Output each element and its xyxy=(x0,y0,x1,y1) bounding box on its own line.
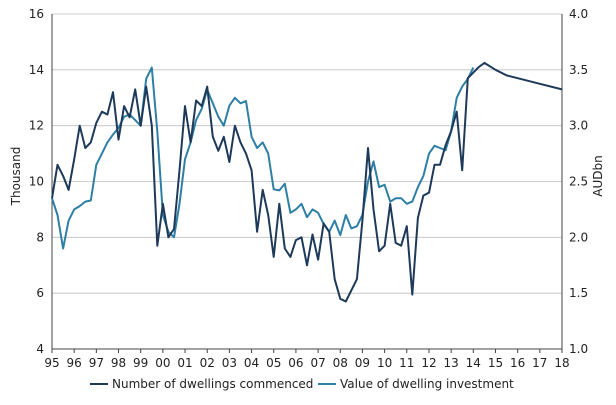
y-right-tick-2.0: 2.0 xyxy=(569,230,588,244)
y-axis-left-title: Thousand xyxy=(9,147,23,207)
x-tick-label-10: 10 xyxy=(377,356,392,370)
series xyxy=(51,61,563,303)
x-tick-label-13: 13 xyxy=(443,356,458,370)
x-tick-label-97: 97 xyxy=(89,356,104,370)
x-tick-label-12: 12 xyxy=(421,356,436,370)
x-tick-label-09: 09 xyxy=(355,356,370,370)
x-tick-label-18: 18 xyxy=(554,356,569,370)
gridlines xyxy=(52,13,562,294)
y-left-tick-12: 12 xyxy=(29,119,44,133)
series-line-dwellings-commenced xyxy=(51,61,563,303)
x-tick-label-17: 17 xyxy=(532,356,547,370)
tick-labels: 4 6 8 10 12 14 16 1.0 1.5 2.0 2.5 3.0 3.5 4.0 95 96 97 98… xyxy=(29,7,588,370)
legend-label-dwellings: Number of dwellings commenced xyxy=(112,377,313,391)
axes xyxy=(51,14,563,353)
y-left-tick-16: 16 xyxy=(29,7,44,21)
y-right-tick-1.0: 1.0 xyxy=(569,342,588,356)
x-tick-label-03: 03 xyxy=(222,356,237,370)
legend: Number of dwellings commenced Value of d… xyxy=(90,377,514,391)
x-tick-label-02: 02 xyxy=(200,356,215,370)
y-right-tick-3.0: 3.0 xyxy=(569,119,588,133)
x-tick-label-04: 04 xyxy=(244,356,259,370)
x-tick-label-01: 01 xyxy=(177,356,192,370)
x-tick-label-08: 08 xyxy=(333,356,348,370)
x-tick-label-14: 14 xyxy=(466,356,481,370)
y-right-tick-2.5: 2.5 xyxy=(569,175,588,189)
y-right-tick-4.0: 4.0 xyxy=(569,7,588,21)
x-tick-label-00: 00 xyxy=(155,356,170,370)
y-axis-right-title: AUDbn xyxy=(591,155,605,196)
series-line-dwelling-investment xyxy=(51,66,475,250)
x-tick-label-99: 99 xyxy=(133,356,148,370)
x-tick-label-95: 95 xyxy=(44,356,59,370)
x-tick-label-07: 07 xyxy=(310,356,325,370)
x-tick-label-11: 11 xyxy=(399,356,414,370)
x-tick-label-96: 96 xyxy=(67,356,82,370)
x-tick-label-05: 05 xyxy=(266,356,281,370)
y-left-tick-4: 4 xyxy=(36,342,44,356)
x-tick-label-06: 06 xyxy=(288,356,303,370)
x-tick-label-15: 15 xyxy=(488,356,503,370)
legend-label-investment: Value of dwelling investment xyxy=(340,377,514,391)
y-right-tick-1.5: 1.5 xyxy=(569,286,588,300)
y-left-tick-10: 10 xyxy=(29,175,44,189)
x-tick-label-16: 16 xyxy=(510,356,525,370)
y-right-tick-3.5: 3.5 xyxy=(569,63,588,77)
x-tick-label-98: 98 xyxy=(111,356,126,370)
y-left-tick-6: 6 xyxy=(36,286,44,300)
y-left-tick-14: 14 xyxy=(29,63,44,77)
y-left-tick-8: 8 xyxy=(36,230,44,244)
